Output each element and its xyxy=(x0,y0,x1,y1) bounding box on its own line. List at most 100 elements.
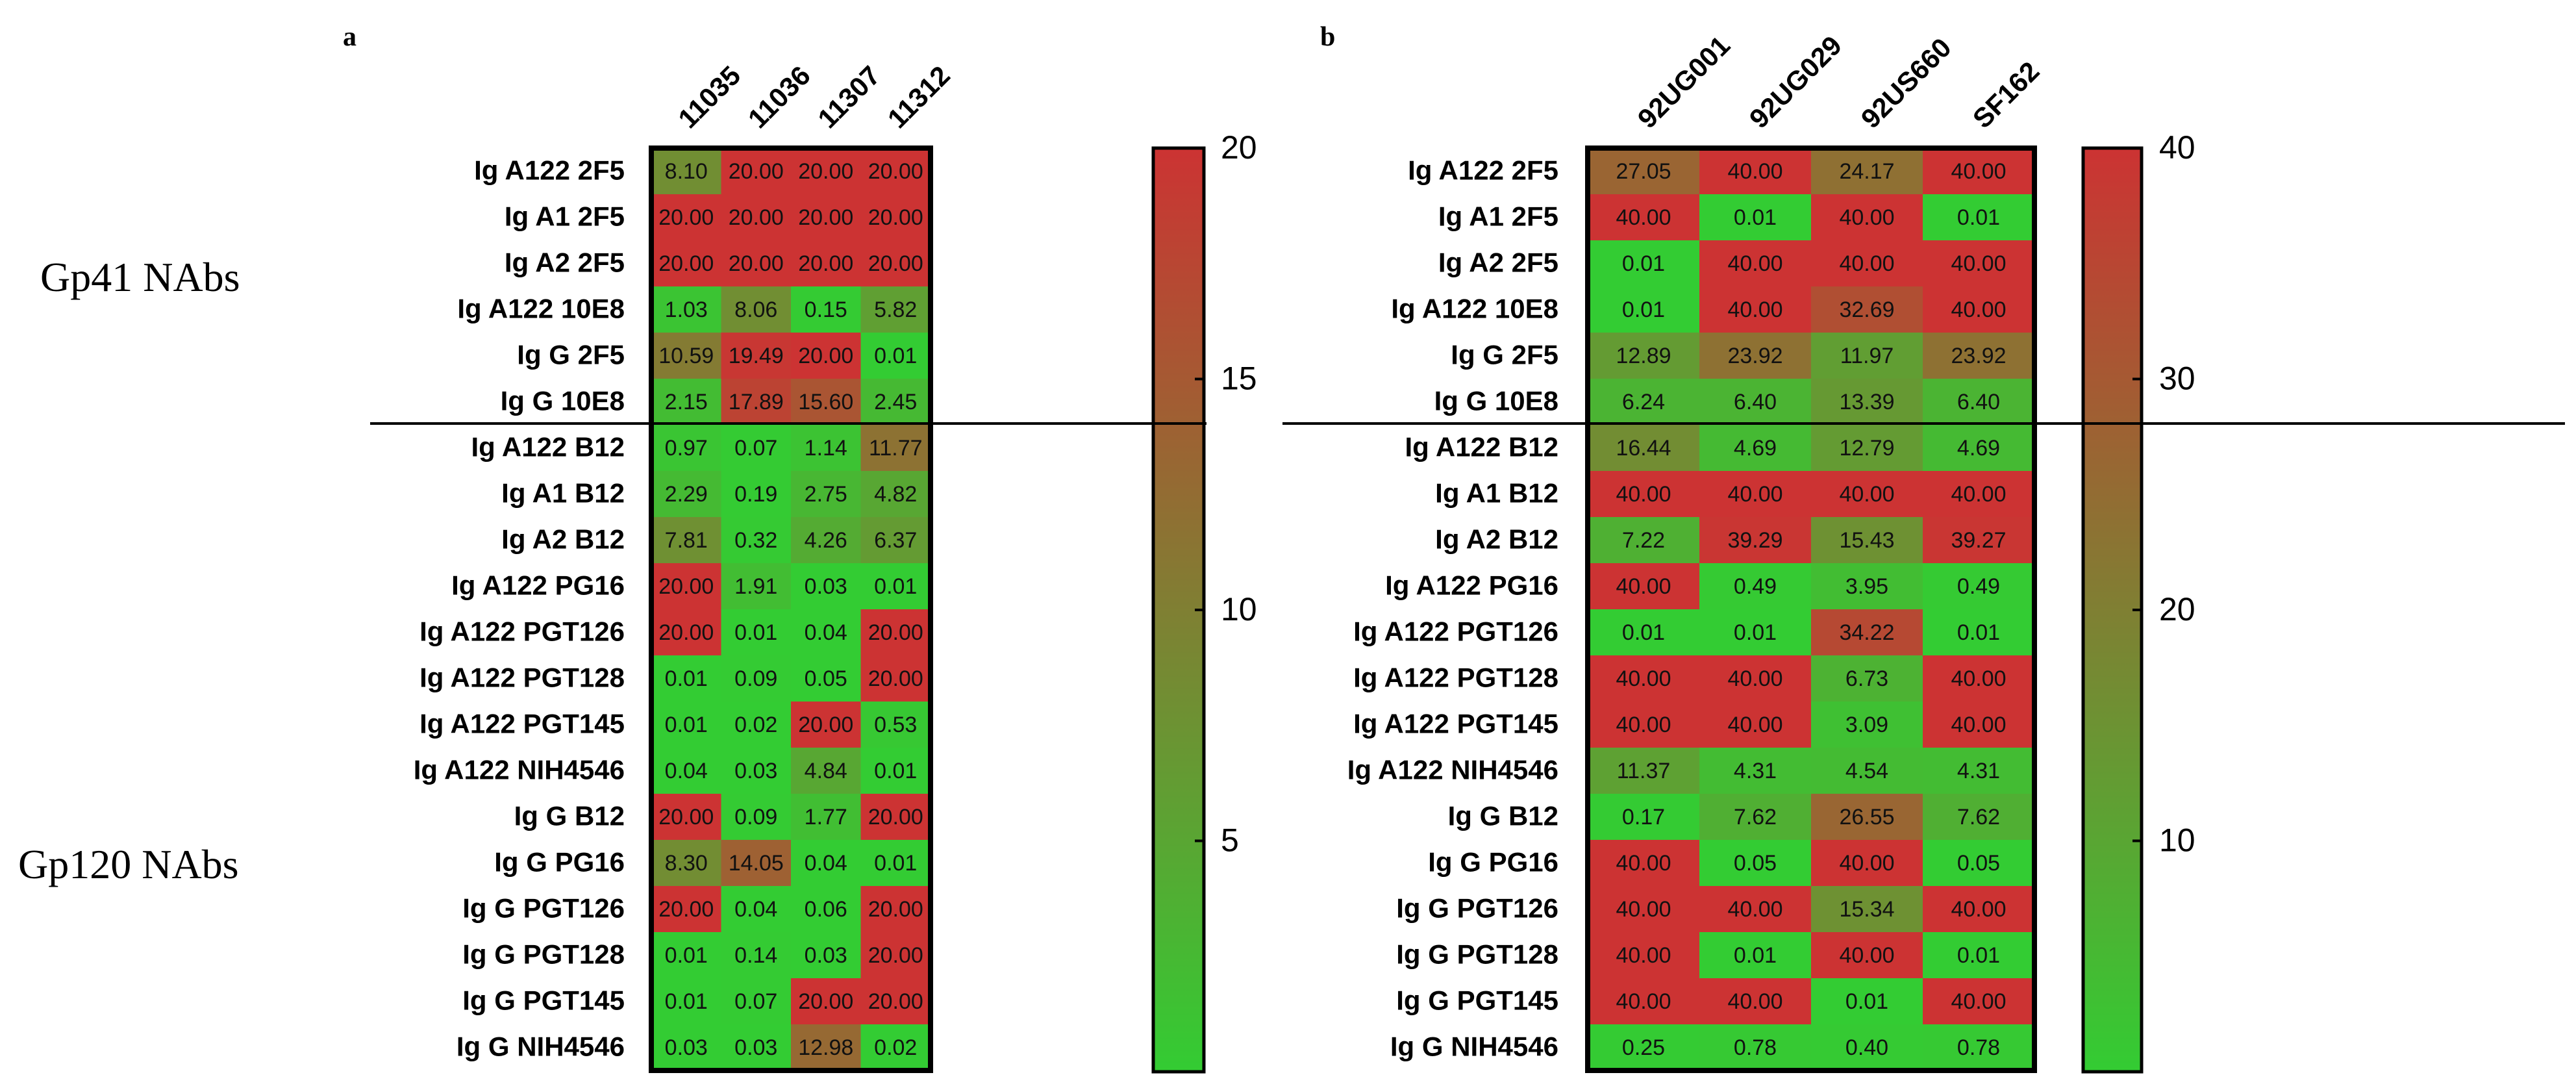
heatmap-cell xyxy=(1699,194,1811,240)
cell-value-label: 40.00 xyxy=(1616,897,1671,922)
cell-value-label: 0.04 xyxy=(805,851,847,876)
heatmap-cell xyxy=(1588,563,1699,609)
cell-value-label: 40.00 xyxy=(1727,713,1782,737)
row-label: Ig A1 B12 xyxy=(501,477,625,508)
heatmap-cell xyxy=(860,655,931,702)
heatmap-cell xyxy=(651,379,721,425)
group-label-gp120: Gp120 NAbs xyxy=(18,841,239,887)
heatmap-cell xyxy=(1923,379,2034,425)
heatmap-cell xyxy=(651,563,721,609)
heatmap-cell xyxy=(791,425,861,471)
heatmap-cell xyxy=(1811,794,1923,840)
cell-value-label: 40.00 xyxy=(1727,251,1782,276)
cell-value-label: 0.03 xyxy=(734,1035,777,1060)
heatmap-cell xyxy=(651,932,721,978)
cell-value-label: 0.78 xyxy=(1957,1035,2000,1060)
cell-value-label: 40.00 xyxy=(1951,713,2006,737)
heatmap-cell xyxy=(651,886,721,932)
cell-value-label: 11.77 xyxy=(869,436,923,461)
cell-value-label: 20.00 xyxy=(798,159,853,184)
column-header: 11036 xyxy=(742,60,816,134)
cell-value-label: 0.03 xyxy=(665,1035,708,1060)
cell-value-label: 0.07 xyxy=(734,989,777,1014)
cell-value-label: 40.00 xyxy=(1727,897,1782,922)
cell-value-label: 20.00 xyxy=(798,205,853,230)
row-label: Ig G PG16 xyxy=(494,846,625,877)
row-label: Ig G NIH4546 xyxy=(1390,1031,1558,1061)
heatmap-cell xyxy=(860,425,931,471)
heatmap-cell xyxy=(721,886,791,932)
cell-value-label: 6.73 xyxy=(1845,666,1888,691)
row-label: Ig A2 B12 xyxy=(1435,524,1558,554)
heatmap-cell xyxy=(1588,471,1699,517)
group-label-gp41: Gp41 NAbs xyxy=(40,254,240,300)
cell-value-label: 0.09 xyxy=(734,666,777,691)
row-label: Ig A122 PG16 xyxy=(1385,570,1558,600)
row-label: Ig A1 B12 xyxy=(1435,477,1558,508)
row-label: Ig G 2F5 xyxy=(1451,339,1558,370)
cell-value-label: 40.00 xyxy=(1839,943,1894,968)
row-label: Ig A122 PG16 xyxy=(451,570,625,600)
heatmap-cell xyxy=(1923,194,2034,240)
heatmap-cell xyxy=(651,609,721,655)
heatmap-cell xyxy=(860,702,931,748)
heatmap-cell xyxy=(1811,1024,1923,1070)
cell-value-label: 20.00 xyxy=(798,989,853,1014)
heatmap-cell xyxy=(721,194,791,240)
cell-value-label: 40.00 xyxy=(1616,851,1671,876)
cell-value-label: 0.17 xyxy=(1622,805,1665,829)
cell-value-label: 0.04 xyxy=(665,759,708,783)
cell-value-label: 40.00 xyxy=(1839,251,1894,276)
heatmap-cell xyxy=(1923,840,2034,886)
heatmap-cell xyxy=(1811,609,1923,655)
row-label: Ig A122 PGT145 xyxy=(1353,708,1558,739)
cell-value-label: 7.62 xyxy=(1957,805,2000,829)
row-label: Ig G PGT145 xyxy=(1396,985,1558,1015)
cell-value-label: 0.01 xyxy=(665,713,708,737)
row-label: Ig G PG16 xyxy=(1428,846,1558,877)
heatmap-cell xyxy=(651,840,721,886)
cell-value-label: 20.00 xyxy=(729,251,784,276)
cell-value-label: 0.01 xyxy=(665,943,708,968)
cell-value-label: 0.32 xyxy=(734,528,777,553)
cell-value-label: 26.55 xyxy=(1839,805,1894,829)
row-label: Ig A122 B12 xyxy=(1405,431,1558,462)
heatmap-cell xyxy=(791,886,861,932)
cell-value-label: 20.00 xyxy=(868,205,923,230)
heatmap-cell xyxy=(860,794,931,840)
heatmap-cell xyxy=(791,240,861,286)
heatmap-cell xyxy=(1588,840,1699,886)
heatmap-cell xyxy=(1588,932,1699,978)
column-header: 92UG029 xyxy=(1744,30,1847,134)
cell-value-label: 0.01 xyxy=(665,666,708,691)
heatmap-cell xyxy=(651,240,721,286)
cell-value-label: 20.00 xyxy=(658,205,714,230)
column-header: 11312 xyxy=(882,60,956,134)
heatmap-cell xyxy=(651,794,721,840)
cell-value-label: 20.00 xyxy=(798,251,853,276)
cell-value-label: 40.00 xyxy=(1951,297,2006,322)
heatmap-cell xyxy=(1588,333,1699,379)
cell-value-label: 24.17 xyxy=(1839,159,1894,184)
row-label: Ig G PGT145 xyxy=(462,985,625,1015)
cell-value-label: 3.09 xyxy=(1845,713,1888,737)
row-label: Ig G NIH4546 xyxy=(456,1031,625,1061)
heatmap-cell xyxy=(1811,840,1923,886)
heatmap-cell xyxy=(1923,471,2034,517)
cell-value-label: 15.34 xyxy=(1839,897,1894,922)
cell-value-label: 0.01 xyxy=(1734,620,1777,645)
cell-value-label: 0.01 xyxy=(1957,620,2000,645)
heatmap-cell xyxy=(1588,609,1699,655)
heatmap-cell xyxy=(1811,148,1923,194)
row-label: Ig G 10E8 xyxy=(1434,385,1558,416)
cell-value-label: 20.00 xyxy=(729,159,784,184)
heatmap-cell xyxy=(651,425,721,471)
cell-value-label: 40.00 xyxy=(1839,482,1894,507)
panel-label-a: a xyxy=(343,22,356,52)
heatmap-cell xyxy=(791,333,861,379)
cell-value-label: 7.81 xyxy=(665,528,708,553)
heatmap-cell xyxy=(721,978,791,1024)
cell-value-label: 23.92 xyxy=(1727,344,1782,368)
cell-value-label: 2.45 xyxy=(874,390,917,414)
colorbar-tick-label: 10 xyxy=(1221,591,1257,627)
